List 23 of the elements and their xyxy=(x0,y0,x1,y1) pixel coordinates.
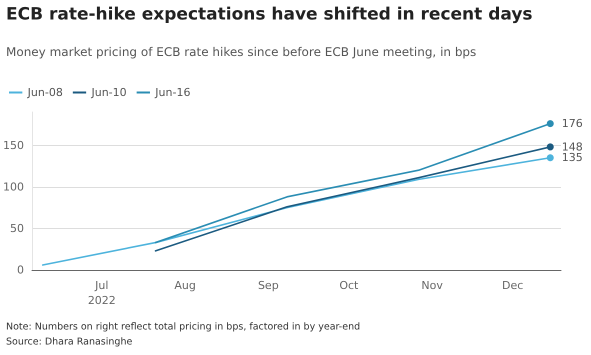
y-tick-label: 0 xyxy=(16,264,24,276)
y-tick-label: 50 xyxy=(10,222,24,235)
legend-label: Jun-16 xyxy=(154,86,190,99)
source-note: Source: Dhara Ranasinghe xyxy=(6,336,132,348)
chart-title: ECB rate-hike expectations have shifted in recent days xyxy=(6,4,533,24)
data-label: 176 xyxy=(562,117,583,130)
x-tick-label: Jul 2022 xyxy=(88,279,116,307)
x-tick-label: Nov xyxy=(421,279,444,292)
chart-subtitle: Money market pricing of ECB rate hikes since before ECB June meeting, in bps xyxy=(6,45,476,59)
legend-label: Jun-08 xyxy=(26,86,63,99)
x-tick-label: Aug xyxy=(174,279,196,292)
point xyxy=(546,120,554,128)
point xyxy=(546,154,554,162)
point xyxy=(546,143,554,150)
data-label: 148 xyxy=(562,140,583,154)
data-label: 135 xyxy=(562,151,583,164)
x-tick-label: Dec xyxy=(502,279,524,292)
legend-label: Jun-10 xyxy=(90,86,127,99)
y-tick-label: 100 xyxy=(2,180,24,194)
x-tick-label: Sep xyxy=(258,279,279,292)
y-tick-label: 150 xyxy=(2,138,24,152)
x-tick-label: Oct xyxy=(339,279,360,292)
text: Note: Numbers on right reflect total pricing in bps, factored in by year-end xyxy=(6,322,360,332)
